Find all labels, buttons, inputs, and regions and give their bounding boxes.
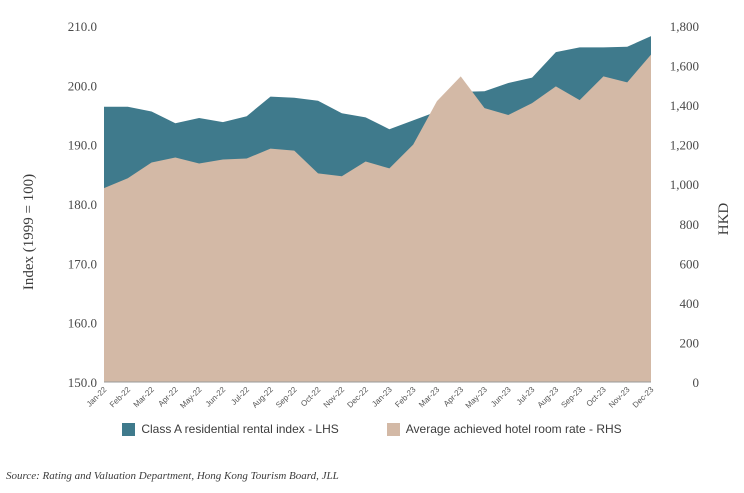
legend-item-rental: Class A residential rental index - LHS [122, 422, 339, 436]
x-tick-label: Jun-22 [204, 385, 228, 409]
x-tick-label: Mar-22 [132, 385, 157, 410]
legend-swatch-hotel [386, 422, 400, 436]
right-y-tick-label: 0 [693, 375, 700, 390]
x-tick-label: Feb-22 [108, 385, 133, 410]
chart: 150.0 160.0 170.0 180.0 190.0 200.0 210.0 0 200… [21, 19, 732, 411]
source-note: Source: Rating and Valuation Department,… [6, 470, 339, 482]
x-tick-label: May-23 [464, 385, 490, 411]
x-tick-label: Dec-23 [631, 385, 656, 410]
x-tick-label: Jul-23 [515, 385, 537, 407]
left-y-tick-label: 160.0 [68, 316, 97, 331]
chart-areas [104, 36, 651, 383]
x-tick-label: Jul-22 [229, 385, 251, 407]
left-y-ticks: 150.0 160.0 170.0 180.0 190.0 200.0 210.0 [68, 19, 97, 390]
x-tick-label: Aug-22 [250, 385, 275, 410]
x-tick-label: Jan-23 [370, 385, 394, 409]
x-tick-label: May-22 [178, 385, 204, 411]
x-tick-label: Oct-23 [585, 385, 609, 409]
legend-label-rental: Class A residential rental index - LHS [141, 422, 339, 436]
x-tick-label: Sep-22 [274, 385, 299, 410]
x-tick-label: Apr-22 [156, 385, 180, 409]
left-y-tick-label: 180.0 [68, 197, 97, 212]
x-tick-label: Dec-22 [345, 385, 370, 410]
x-tick-label: Nov-23 [607, 385, 632, 410]
right-y-tick-label: 1,400 [670, 98, 699, 113]
right-y-tick-label: 800 [680, 217, 700, 232]
left-y-tick-label: 200.0 [68, 78, 97, 93]
x-tick-label: Apr-23 [442, 385, 466, 409]
right-y-tick-label: 600 [680, 256, 700, 271]
x-tick-label: Jun-23 [489, 385, 513, 409]
x-tick-label: Feb-23 [393, 385, 418, 410]
right-y-tick-label: 200 [680, 335, 700, 350]
legend-label-hotel: Average achieved hotel room rate - RHS [405, 422, 622, 436]
x-tick-label: Aug-23 [536, 385, 561, 410]
right-axis-title: HKD [716, 203, 732, 236]
right-y-tick-label: 400 [680, 296, 700, 311]
left-y-tick-label: 150.0 [68, 375, 97, 390]
area-hotel-room-rate [104, 54, 651, 383]
x-tick-label: Oct-22 [299, 385, 323, 409]
x-tick-label: Sep-23 [559, 385, 584, 410]
right-y-ticks: 0 200 400 600 800 1,000 1,200 1,400 1,600 1,800 [670, 19, 699, 390]
legend: Class A residential rental index - LHS A… [0, 422, 744, 436]
right-y-tick-label: 1,200 [670, 138, 699, 153]
left-y-tick-label: 210.0 [68, 19, 97, 34]
right-y-tick-label: 1,600 [670, 59, 699, 74]
x-tick-label: Nov-22 [322, 385, 347, 410]
legend-swatch-rental [122, 422, 136, 436]
x-tick-label: Mar-23 [417, 385, 442, 410]
left-y-tick-label: 170.0 [68, 256, 97, 271]
legend-item-hotel: Average achieved hotel room rate - RHS [386, 422, 622, 436]
left-axis-title: Index (1999 = 100) [21, 174, 37, 290]
right-y-tick-label: 1,000 [670, 177, 699, 192]
right-y-tick-label: 1,800 [670, 19, 699, 34]
left-y-tick-label: 190.0 [68, 138, 97, 153]
